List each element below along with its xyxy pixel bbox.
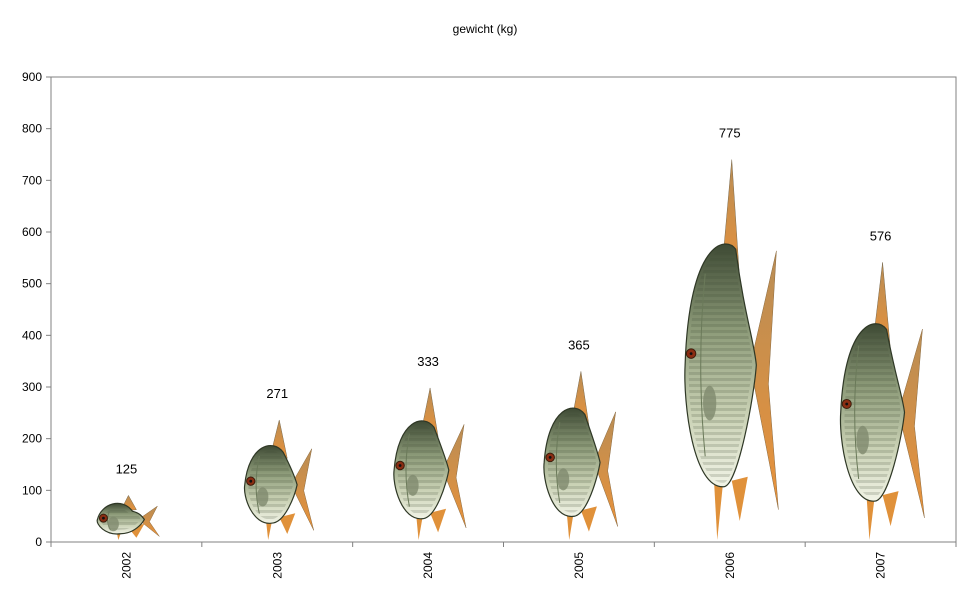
data-label: 576	[870, 228, 892, 243]
y-tick-label: 700	[22, 173, 42, 187]
anal-fin	[580, 506, 597, 532]
y-tick-label: 500	[22, 277, 42, 291]
x-tick-label: 2006	[723, 552, 737, 579]
y-tick-label: 100	[22, 483, 42, 497]
fish-pupil	[102, 516, 105, 520]
fish-bar	[839, 262, 925, 540]
fish-scales	[688, 248, 753, 483]
chart-title: gewicht (kg)	[453, 22, 518, 36]
fish-bar	[543, 371, 618, 540]
y-tick-label: 0	[35, 535, 42, 549]
fish-pupil	[398, 464, 402, 467]
fish-gill	[555, 421, 561, 503]
fish-pupil	[548, 455, 552, 459]
y-axis: 0 100 200 300 400 500 600 700 800 900	[22, 70, 957, 549]
x-axis: 2002 2003 2004 2005 2006 2007	[50, 541, 957, 579]
plot-area	[50, 76, 957, 543]
pectoral-fin	[256, 487, 269, 507]
anal-fin	[279, 513, 296, 534]
fish-bar	[96, 494, 160, 540]
fish-pupil	[249, 479, 253, 483]
x-tick-label: 2007	[874, 552, 888, 579]
x-tick-label: 2003	[270, 552, 284, 579]
pelvic-fin	[566, 512, 574, 540]
pectoral-fin	[406, 474, 419, 496]
fish-bar	[243, 419, 314, 540]
pectoral-fin	[856, 425, 869, 455]
data-label: 271	[266, 386, 288, 401]
tail-fin	[290, 448, 314, 531]
data-label: 333	[417, 354, 439, 369]
anal-fin	[731, 476, 748, 521]
pelvic-fin	[866, 497, 875, 540]
y-tick-label: 300	[22, 380, 42, 394]
y-tick-label: 800	[22, 122, 42, 136]
fish-gill	[854, 345, 860, 479]
fish-pupil	[845, 402, 849, 406]
data-marks: 125 271 333 365 775 576	[96, 126, 925, 540]
data-label: 365	[568, 337, 590, 352]
y-tick-label: 900	[22, 70, 42, 84]
fish-bar	[393, 387, 467, 540]
fish-scales	[844, 328, 901, 498]
tail-fin	[898, 328, 925, 518]
pelvic-fin	[714, 482, 724, 540]
anal-fin	[430, 508, 447, 533]
y-tick-label: 600	[22, 225, 42, 239]
data-label: 775	[719, 126, 741, 141]
y-tick-label: 200	[22, 432, 42, 446]
fish-pupil	[689, 352, 693, 355]
pectoral-fin	[557, 468, 570, 491]
x-tick-label: 2005	[572, 552, 586, 579]
tail-fin	[442, 424, 467, 528]
pectoral-fin	[703, 385, 717, 421]
tail-fin	[750, 250, 779, 510]
tail-fin	[137, 505, 160, 537]
anal-fin	[882, 491, 899, 527]
fish-gill	[405, 433, 410, 507]
pectoral-fin	[107, 516, 119, 532]
x-tick-label: 2004	[421, 552, 435, 579]
x-tick-label: 2002	[119, 552, 133, 579]
tail-fin	[593, 411, 618, 527]
pelvic-fin	[265, 519, 273, 540]
fish-gill	[700, 273, 706, 457]
fish-gill	[255, 455, 260, 514]
y-tick-label: 400	[22, 328, 42, 342]
fish-bar	[684, 159, 779, 540]
data-label: 125	[116, 461, 138, 476]
pelvic-fin	[416, 514, 423, 540]
